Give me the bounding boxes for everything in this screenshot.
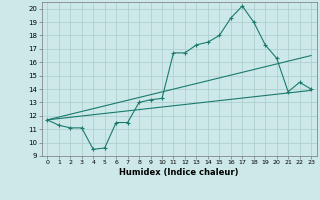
X-axis label: Humidex (Indice chaleur): Humidex (Indice chaleur) <box>119 168 239 177</box>
